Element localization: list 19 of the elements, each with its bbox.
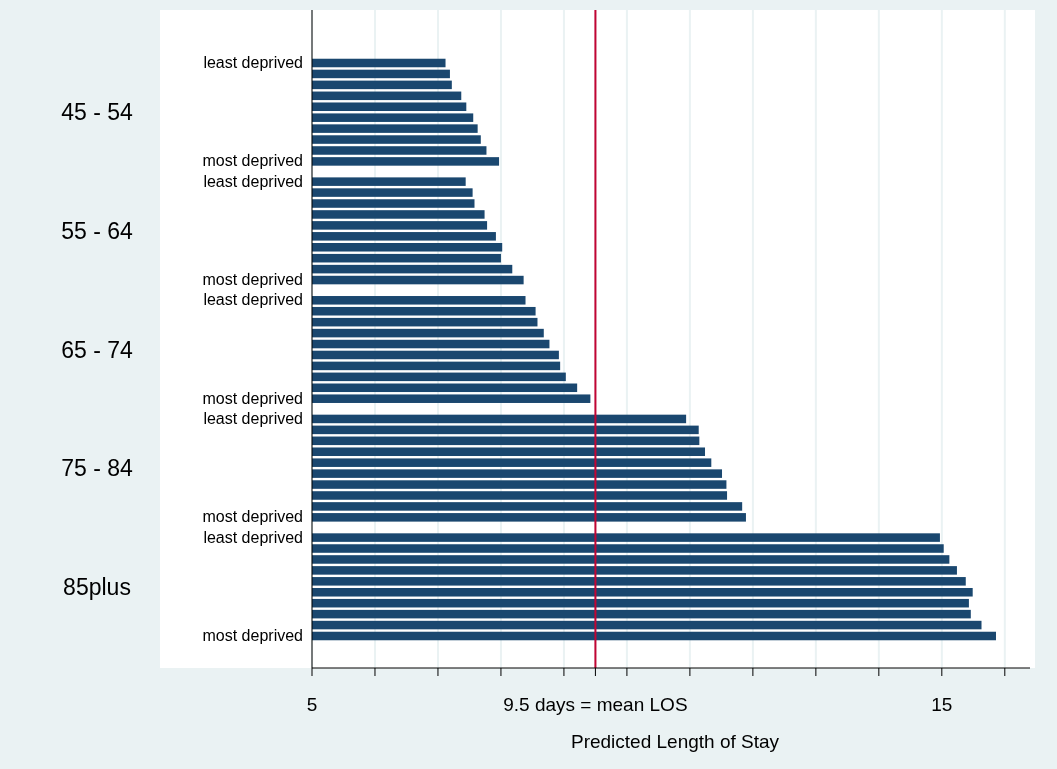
x-tick-label: 15 [931,694,953,715]
y-tick-label: most deprived [202,271,303,289]
y-tick-label: least deprived [203,528,303,546]
text: 75 - 84 [61,455,134,482]
text: 55 - 64 [61,217,134,244]
y-tick-label: most deprived [202,152,303,170]
x-tick-label: 5 [306,694,318,715]
y-tick-label: least deprived [203,291,303,309]
y-tick-label: most deprived [202,389,303,407]
text: 65 - 74 [61,336,134,363]
y-tick-label: least deprived [203,54,303,71]
text: 85plus [63,573,131,600]
x-axis-title: Predicted Length of Stay [570,731,780,752]
y-tick-label: most deprived [202,627,303,644]
y-tick-label: least deprived [203,409,303,427]
y-tick-label: most deprived [202,508,303,526]
y-tick-label: least deprived [203,172,303,190]
x-tick-label: 9.5 days = mean LOS [503,694,688,715]
text: 45 - 54 [61,99,134,126]
